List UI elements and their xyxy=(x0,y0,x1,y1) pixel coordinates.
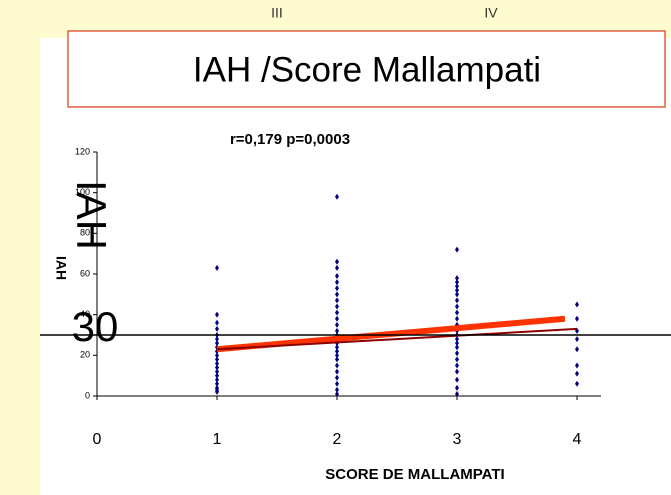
point xyxy=(455,356,459,363)
y-tick-label: 120 xyxy=(75,146,90,156)
point xyxy=(335,285,339,292)
point xyxy=(455,362,459,369)
point xyxy=(215,311,219,318)
annotation: IAH xyxy=(68,180,115,250)
point xyxy=(335,303,339,310)
point xyxy=(455,315,459,322)
point xyxy=(455,344,459,351)
y-tick-label: 60 xyxy=(80,268,90,278)
x-tick-label: 3 xyxy=(453,431,462,448)
x-axis-title: SCORE DE MALLAMPATI xyxy=(325,466,504,483)
point xyxy=(335,315,339,322)
point xyxy=(335,291,339,298)
point xyxy=(575,370,579,377)
point xyxy=(335,344,339,351)
y-axis-title: IAH xyxy=(53,256,69,280)
point xyxy=(215,372,219,379)
panel xyxy=(40,38,671,495)
point xyxy=(455,287,459,294)
point xyxy=(215,336,219,343)
point xyxy=(575,301,579,308)
point xyxy=(335,380,339,387)
point xyxy=(335,386,339,393)
point xyxy=(455,350,459,357)
point xyxy=(335,297,339,304)
point xyxy=(215,340,219,347)
point xyxy=(455,279,459,286)
point xyxy=(335,352,339,359)
point xyxy=(455,340,459,347)
point xyxy=(335,362,339,369)
x-tick-label: 0 xyxy=(93,431,102,448)
point xyxy=(215,388,219,395)
point xyxy=(575,346,579,353)
regression-line xyxy=(216,327,578,351)
x-tick-label: 1 xyxy=(213,431,222,448)
point xyxy=(455,275,459,282)
point xyxy=(335,273,339,280)
point xyxy=(335,309,339,316)
point xyxy=(335,348,339,355)
point xyxy=(335,193,339,200)
point xyxy=(575,362,579,369)
point xyxy=(215,368,219,375)
point xyxy=(215,356,219,363)
point xyxy=(335,264,339,271)
point xyxy=(215,376,219,383)
point xyxy=(335,258,339,265)
point xyxy=(455,246,459,253)
point xyxy=(215,364,219,371)
point xyxy=(335,374,339,381)
point xyxy=(335,327,339,334)
chart-subtitle: r=0,179 p=0,0003 xyxy=(230,131,350,148)
point xyxy=(455,283,459,290)
point xyxy=(455,390,459,397)
point xyxy=(455,384,459,391)
point xyxy=(215,325,219,332)
point xyxy=(455,291,459,298)
point xyxy=(215,319,219,326)
slide-title: IAH /Score Mallampati xyxy=(193,50,541,89)
point xyxy=(215,264,219,271)
y-tick-label: 100 xyxy=(75,187,90,197)
point xyxy=(455,303,459,310)
plot: 0 20 40 60 80 100 120 0 1 2 3 4 30 xyxy=(40,146,671,448)
y-tick-label: 20 xyxy=(80,350,90,360)
top-label: IV xyxy=(484,5,498,21)
point xyxy=(575,315,579,322)
point xyxy=(455,368,459,375)
top-label: III xyxy=(271,5,283,21)
reference-label: 30 xyxy=(72,303,119,350)
point xyxy=(575,380,579,387)
point xyxy=(335,368,339,375)
x-tick-label: 4 xyxy=(573,431,582,448)
point xyxy=(215,352,219,359)
x-tick-label: 2 xyxy=(333,431,342,448)
point xyxy=(335,390,339,397)
point xyxy=(335,279,339,286)
point xyxy=(335,356,339,363)
point xyxy=(215,360,219,367)
point xyxy=(335,321,339,328)
regression-line xyxy=(216,315,566,353)
point xyxy=(455,309,459,316)
point xyxy=(215,380,219,387)
point xyxy=(455,336,459,343)
point xyxy=(575,336,579,343)
title-box xyxy=(67,30,666,108)
y-tick-label: 80 xyxy=(80,228,90,238)
y-tick-label: 0 xyxy=(85,390,90,400)
y-tick-label: 40 xyxy=(80,309,90,319)
point xyxy=(455,297,459,304)
point xyxy=(455,376,459,383)
